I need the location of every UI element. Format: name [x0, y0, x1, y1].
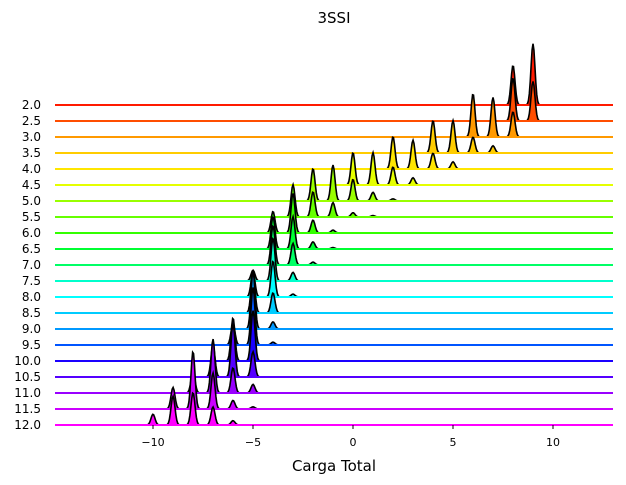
ridge-8.5 — [55, 273, 613, 314]
ridge-outline — [55, 260, 613, 298]
ridge-outline — [55, 273, 613, 314]
y-tick-label: 8.5 — [22, 306, 41, 320]
ridge-fill — [55, 165, 613, 201]
y-tick-label: 5.0 — [22, 194, 41, 208]
ridge-12.0 — [55, 391, 613, 426]
y-tick-label: 11.0 — [14, 386, 41, 400]
ridge-10.5 — [55, 321, 613, 378]
x-tick-label: 0 — [350, 436, 357, 449]
y-tick-label: 4.0 — [22, 162, 41, 176]
y-tick-label: 6.0 — [22, 226, 41, 240]
ridge-fill — [55, 94, 613, 137]
ridge-10.0 — [55, 310, 613, 362]
ridge-5.5 — [55, 181, 613, 218]
ridge-5.0 — [55, 164, 613, 202]
y-tick-label: 11.5 — [14, 402, 41, 416]
chart-title: 3SSI — [317, 9, 350, 27]
y-tick-label: 2.0 — [22, 98, 41, 112]
ridge-outline — [55, 321, 613, 378]
ridge-fill — [55, 310, 613, 361]
y-tick-label: 3.0 — [22, 130, 41, 144]
ridge-outline — [55, 310, 613, 362]
x-axis: −10 −5 0 5 10 — [141, 425, 560, 449]
y-tick-label: 6.5 — [22, 242, 41, 256]
ridge-9.5 — [55, 287, 613, 346]
ridge-fill — [55, 273, 613, 313]
ridge-outline — [55, 43, 613, 106]
y-tick-label: 7.0 — [22, 258, 41, 272]
ridge-fill — [55, 261, 613, 297]
ridge-7.5 — [55, 236, 613, 282]
y-tick-label: 10.0 — [14, 354, 41, 368]
x-tick-label: −5 — [245, 436, 261, 449]
ridge-fill — [55, 120, 613, 153]
ridge-3.5 — [55, 117, 613, 154]
ridge-6.5 — [55, 213, 613, 250]
y-tick-label: 12.0 — [14, 418, 41, 432]
ridge-3.0 — [55, 93, 613, 138]
x-tick-label: 5 — [450, 436, 457, 449]
ridge-11.0 — [55, 338, 613, 394]
ridge-2.5 — [55, 77, 613, 122]
ridge-outline — [55, 236, 613, 282]
ridge-fill — [55, 238, 613, 281]
y-tick-label: 4.5 — [22, 178, 41, 192]
ridge-8.0 — [55, 260, 613, 298]
y-tick-label: 2.5 — [22, 114, 41, 128]
ridge-7.0 — [55, 224, 613, 266]
ridges-layer — [55, 43, 613, 426]
y-tick-label: 8.0 — [22, 290, 41, 304]
y-tick-label: 10.5 — [14, 370, 41, 384]
ridge-fill — [55, 184, 613, 217]
ridge-2.0 — [55, 43, 613, 106]
x-axis-label: Carga Total — [292, 457, 376, 475]
y-tick-labels: 2.0 2.5 3.0 3.5 4.0 4.5 5.0 5.5 6.0 6.5 7.0 7.5 8.0 8… — [14, 98, 41, 432]
y-tick-label: 9.5 — [22, 338, 41, 352]
y-tick-label: 9.0 — [22, 322, 41, 336]
y-tick-label: 5.5 — [22, 210, 41, 224]
ridge-outline — [55, 338, 613, 394]
y-tick-label: 3.5 — [22, 146, 41, 160]
ridge-9.0 — [55, 271, 613, 330]
ridge-6.0 — [55, 193, 613, 234]
ridge-fill — [55, 339, 613, 393]
ridge-fill — [55, 323, 613, 377]
x-tick-label: 10 — [546, 436, 560, 449]
x-tick-label: −10 — [141, 436, 164, 449]
y-tick-label: 7.5 — [22, 274, 41, 288]
